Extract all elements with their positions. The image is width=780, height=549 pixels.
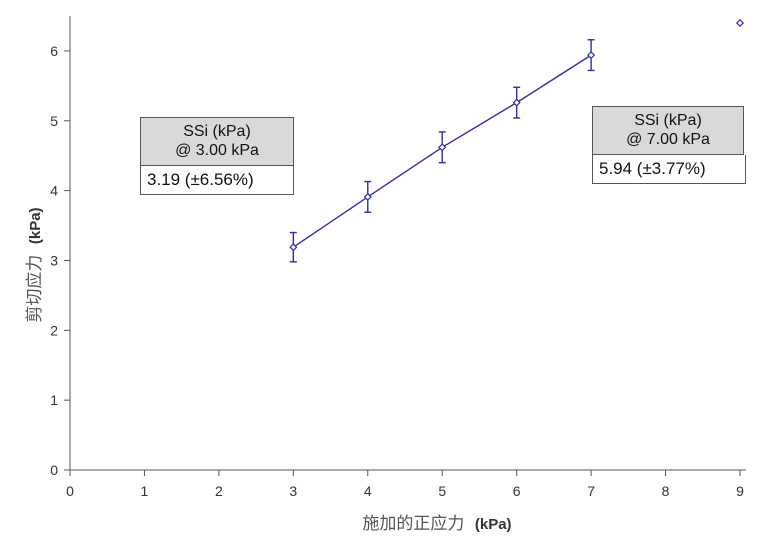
data-point — [587, 51, 596, 60]
x-tick-label: 3 — [289, 483, 297, 499]
x-tick-label: 4 — [364, 483, 372, 499]
y-axis-title-text: 剪切应力 — [25, 255, 45, 323]
y-tick-label: 6 — [50, 43, 58, 59]
data-point — [438, 143, 447, 152]
callout-ssi-3kpa-header: SSi (kPa) @ 3.00 kPa — [140, 117, 294, 166]
y-tick-label: 1 — [50, 392, 58, 408]
x-axis-title: 施加的正应力 (kPa) — [362, 514, 511, 534]
callout-ssi-7kpa: SSi (kPa) @ 7.00 kPa 5.94 (±3.77%) — [592, 106, 746, 184]
x-tick-label: 7 — [587, 483, 595, 499]
callout-ssi-3kpa-value: 3.19 (±6.56%) — [140, 166, 294, 195]
y-tick-label: 3 — [50, 252, 58, 268]
x-tick-label: 8 — [662, 483, 670, 499]
x-axis-title-unit: (kPa) — [475, 516, 512, 533]
callout-ssi-3kpa-title: SSi (kPa) — [183, 123, 251, 140]
data-point — [289, 243, 298, 252]
y-axis-title: 剪切应力 (kPa) — [25, 207, 45, 322]
callout-ssi-7kpa-value: 5.94 (±3.77%) — [592, 155, 746, 184]
x-axis-title-text: 施加的正应力 — [362, 514, 464, 534]
y-axis-title-unit: (kPa) — [27, 207, 44, 244]
y-tick-label: 4 — [50, 183, 58, 199]
x-tick-label: 5 — [438, 483, 446, 499]
data-point — [363, 192, 372, 201]
x-tick-label: 1 — [141, 483, 149, 499]
x-tick-label: 9 — [736, 483, 744, 499]
y-tick-label: 5 — [50, 113, 58, 129]
data-point — [512, 98, 521, 107]
x-tick-label: 6 — [513, 483, 521, 499]
callout-ssi-7kpa-header: SSi (kPa) @ 7.00 kPa — [592, 106, 744, 155]
y-tick-label: 2 — [50, 322, 58, 338]
callout-ssi-3kpa-condition: @ 3.00 kPa — [175, 142, 259, 159]
callout-ssi-7kpa-title: SSi (kPa) — [634, 112, 702, 129]
x-tick-label: 2 — [215, 483, 223, 499]
y-tick-label: 0 — [50, 462, 58, 478]
callout-ssi-7kpa-condition: @ 7.00 kPa — [626, 131, 710, 148]
x-tick-label: 0 — [66, 483, 74, 499]
data-point — [735, 18, 745, 28]
callout-ssi-3kpa: SSi (kPa) @ 3.00 kPa 3.19 (±6.56%) — [140, 117, 294, 195]
